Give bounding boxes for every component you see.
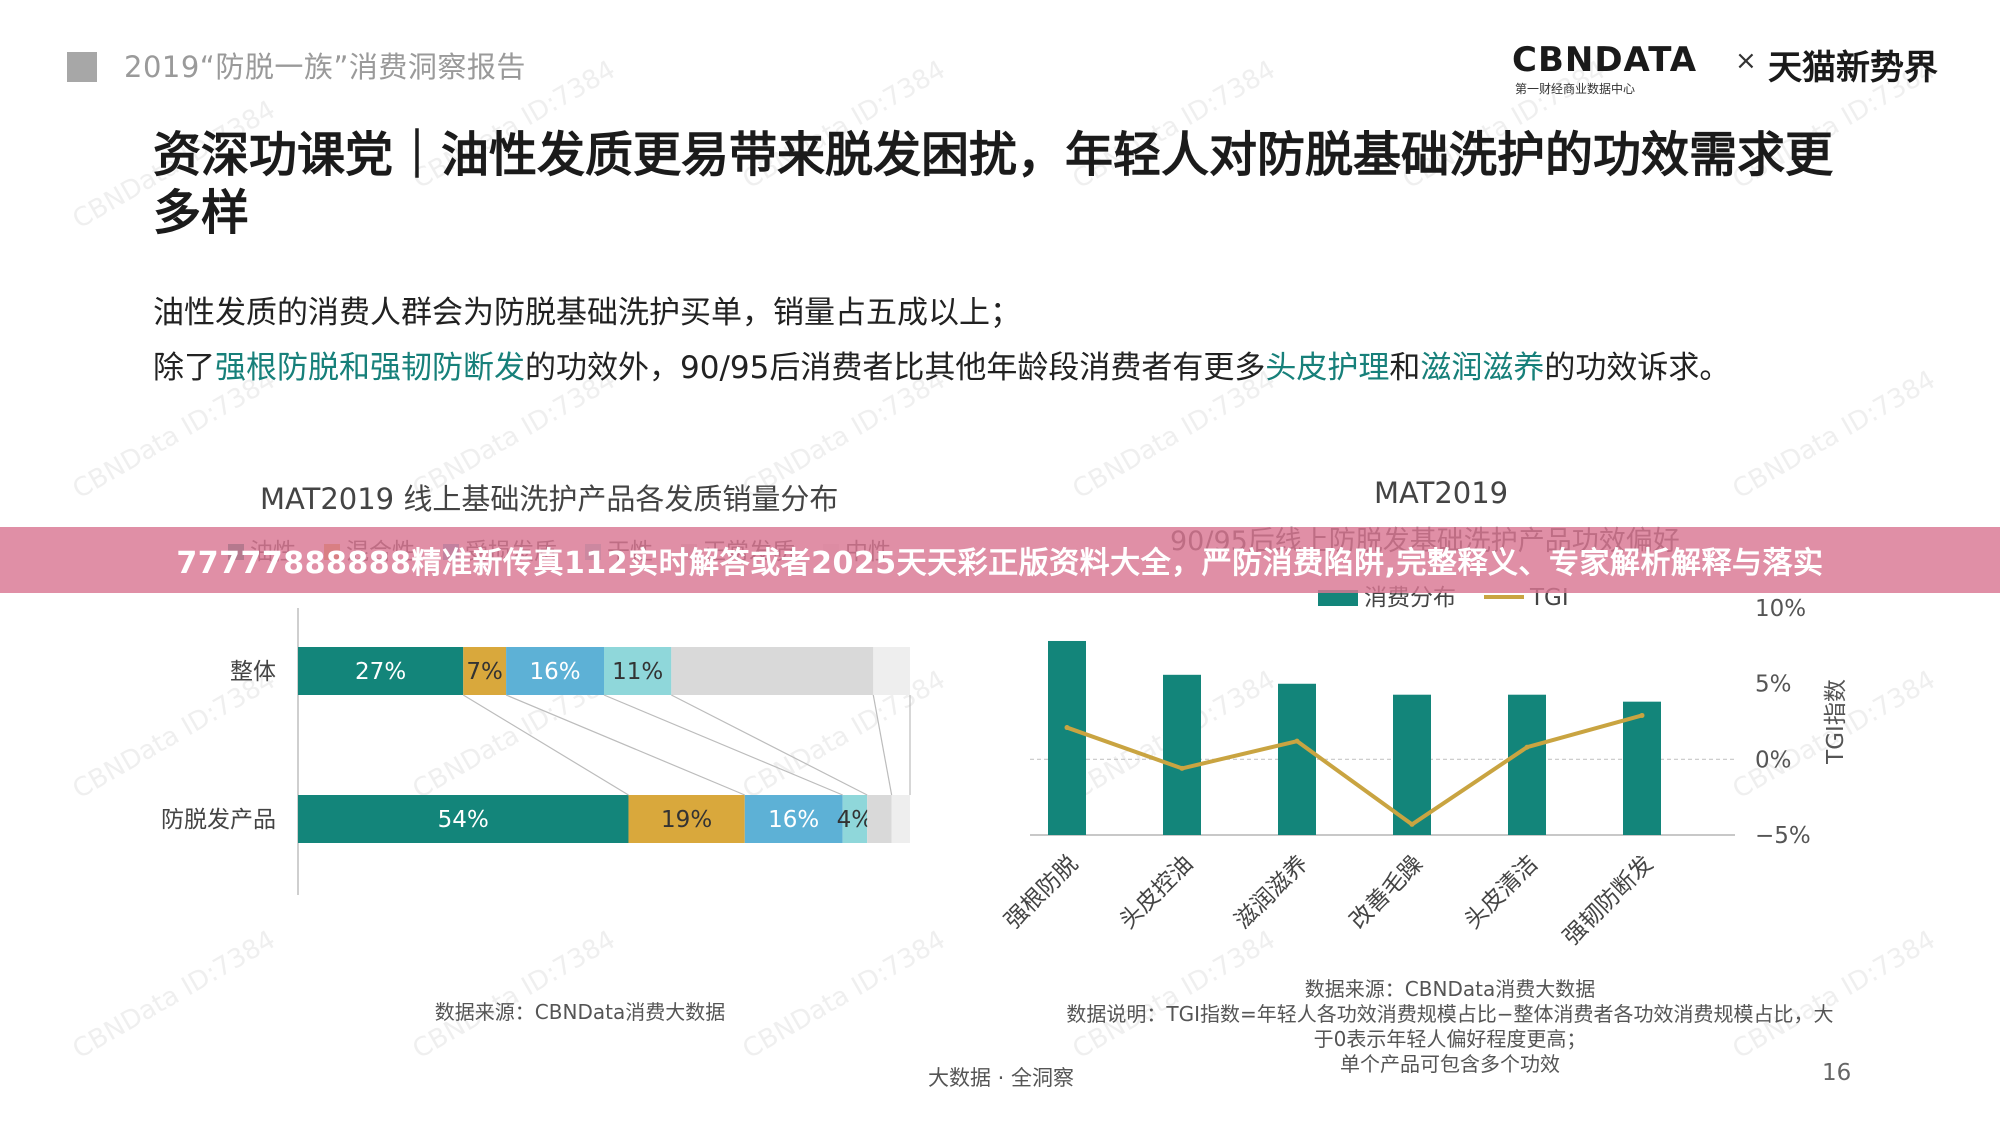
logo-separator: × (1735, 46, 1757, 76)
tgi-point (1639, 712, 1645, 718)
note-explain-3: 单个产品可包含多个功效 (1340, 1052, 1560, 1076)
tgi-point (1179, 765, 1185, 771)
watermark: CBNData ID:7384 (1727, 364, 1941, 506)
category-label: 头皮清洁 (1460, 851, 1543, 934)
watermark: CBNData ID:7384 (67, 924, 281, 1066)
data-label: 4% (837, 807, 874, 833)
overlay-banner[interactable]: 77777888888精准新传真112实时解答或者2025天天彩正版资料大全，严… (0, 527, 2000, 593)
category-label: 头皮控油 (1115, 851, 1198, 934)
tmall-logo: 天猫新势界 (1768, 48, 1938, 88)
desc-text: 的功效外，90/95后消费者比其他年龄段消费者有更多 (525, 350, 1266, 386)
data-label: 7% (466, 659, 503, 685)
bar-segment (604, 647, 672, 695)
bar-segment (744, 795, 843, 843)
connector-line (671, 694, 868, 796)
bar-segment (873, 647, 910, 695)
tgi-line (1066, 713, 1643, 827)
right-tick-label: 10% (1755, 596, 1806, 622)
note-explain-2: 于0表示年轻人偏好程度更高； (1313, 1027, 1587, 1051)
left-chart-title: MAT2019 线上基础洗护产品各发质销量分布 (260, 482, 839, 516)
desc-text: 的功效诉求。 (1544, 350, 1731, 386)
bar-segment (867, 795, 892, 843)
data-label: 16% (768, 807, 819, 833)
bar (1278, 683, 1316, 835)
data-label: 54% (438, 807, 489, 833)
page-number: 16 (1822, 1060, 1852, 1086)
desc-text: 除了 (153, 350, 215, 386)
desc-highlight: 头皮护理 (1265, 350, 1390, 386)
bar (1393, 694, 1431, 835)
description-line-2: 除了强根防脱和强韧防断发的功效外，90/95后消费者比其他年龄段消费者有更多头皮… (153, 341, 1730, 396)
connector-line (505, 694, 745, 796)
data-label: 19% (661, 807, 712, 833)
bar (1048, 640, 1086, 835)
legend-swatch (1318, 590, 1358, 606)
connector-line (872, 694, 893, 796)
bar-segment (506, 647, 604, 695)
category-label: 强根防脱 (1000, 851, 1083, 934)
bar (1623, 701, 1661, 835)
description: 油性发质的消费人群会为防脱基础洗护买单，销量占五成以上； 除了强根防脱和强韧防断… (153, 286, 1730, 396)
category-label: 防脱发产品 (161, 807, 276, 833)
bar-segment (628, 795, 745, 843)
desc-text: 和 (1389, 350, 1421, 386)
left-chart: 整体 27% 7% 16% 11% 防脱发产品 54% 19% 16% 4% (161, 608, 911, 895)
description-line-1: 油性发质的消费人群会为防脱基础洗护买单，销量占五成以上； (153, 295, 1021, 331)
desc-highlight: 强根防脱和强韧防断发 (215, 350, 525, 386)
data-label: 11% (612, 659, 663, 685)
desc-highlight: 滋润滋养 (1420, 350, 1545, 386)
category-label: 改善毛躁 (1345, 851, 1428, 934)
page-title: 资深功课党｜油性发质更易带来脱发困扰，年轻人对防脱基础洗护的功效需求更多样 (153, 127, 1834, 241)
bar (1163, 674, 1201, 835)
bar-segment (671, 647, 874, 695)
tgi-point (1294, 738, 1300, 744)
banner-text[interactable]: 77777888888精准新传真112实时解答或者2025天天彩正版资料大全，严… (176, 546, 1824, 581)
right-tick-label: −5% (1755, 823, 1811, 849)
tgi-point (1409, 821, 1415, 827)
category-label: 滋润滋养 (1230, 851, 1313, 934)
legend-swatch (1484, 595, 1524, 599)
bar-segment (891, 795, 910, 843)
watermark: CBNData ID:7384 (737, 924, 951, 1066)
report-title: 2019“防脱一族”消费洞察报告 (124, 50, 526, 84)
tgi-point (1064, 725, 1070, 731)
bar-segment (463, 647, 507, 695)
footer-slogan: 大数据 · 全洞察 (928, 1066, 1075, 1090)
bar-segment (298, 795, 629, 843)
bar-segment (298, 647, 464, 695)
header-square-icon (67, 52, 97, 82)
bar (1508, 694, 1546, 835)
left-chart-source: 数据来源：CBNData消费大数据 (434, 1000, 726, 1024)
connector-line (603, 694, 843, 796)
right-chart-notes: 数据来源：CBNData消费大数据 数据说明：TGI指数=年轻人各功效消费规模占… (1030, 977, 1870, 1077)
watermark: CBNData ID:7384 (407, 924, 621, 1066)
right-tick-label: 5% (1755, 672, 1792, 698)
cbndata-logo-subtitle: 第一财经商业数据中心 (1515, 82, 1636, 96)
category-label: 整体 (230, 659, 276, 685)
right-tick-label: 0% (1755, 747, 1792, 773)
data-label: 27% (355, 659, 406, 685)
connector-line (462, 694, 629, 796)
data-label: 16% (529, 659, 580, 685)
tgi-point (1524, 744, 1530, 750)
category-label: 强韧防断发 (1559, 851, 1659, 950)
bar-segment (842, 795, 868, 843)
cbndata-logo: CBNDATA (1512, 40, 1698, 80)
note-explain-1: 数据说明：TGI指数=年轻人各功效消费规模占比−整体消费者各功效消费规模占比，大 (1066, 1002, 1834, 1026)
note-source: 数据来源：CBNData消费大数据 (1304, 977, 1596, 1001)
right-chart-title: MAT2019 (1374, 476, 1509, 510)
right-axis-label: TGI指数 (1823, 679, 1849, 765)
